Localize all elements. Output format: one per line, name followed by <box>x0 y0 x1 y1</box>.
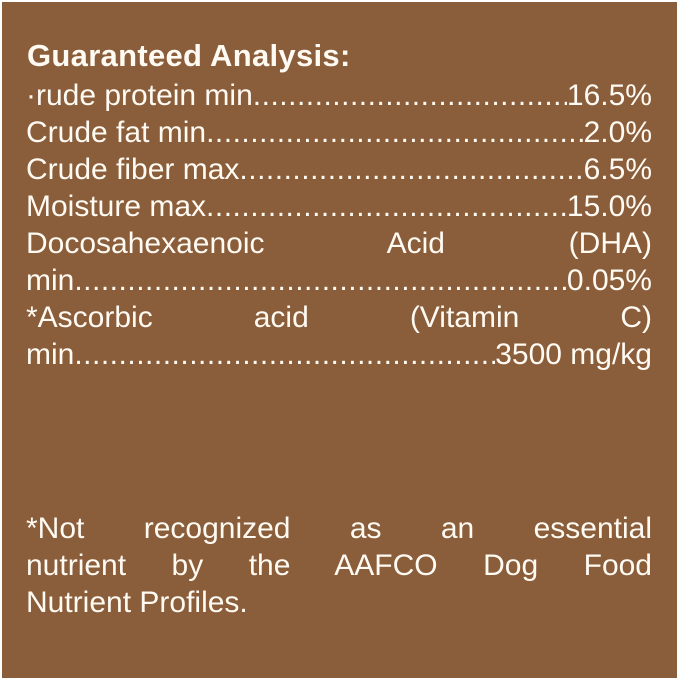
row-label: ·rude protein min <box>26 79 253 112</box>
row-label: Crude fat min <box>26 116 207 149</box>
dot-leader: ........................................… <box>239 153 584 186</box>
analysis-row: min.....................................… <box>26 336 652 373</box>
analysis-row: Crude fat min...........................… <box>26 114 652 151</box>
dot-leader: ........................................… <box>252 79 567 112</box>
analysis-row: Moisture max............................… <box>26 188 652 225</box>
analysis-row: Crude fiber max.........................… <box>26 151 652 188</box>
dha-label: Docosahexaenoic Acid (DHA) <box>26 227 652 260</box>
footnote: *Not recognized as an essential nutrient… <box>26 510 652 621</box>
row-value: 0.05% <box>566 264 652 297</box>
dot-leader: ........................................… <box>206 116 584 149</box>
dot-leader: ........................................… <box>74 264 567 297</box>
analysis-row: min.....................................… <box>26 262 652 299</box>
row-value: 6.5% <box>583 153 652 186</box>
analysis-row: ·rude protein min.......................… <box>26 77 652 114</box>
row-value: 16.5% <box>566 79 652 112</box>
footnote-line: Nutrient Profiles. <box>26 586 248 619</box>
analysis-list: ·rude protein min.......................… <box>26 77 652 373</box>
row-value: 2.0% <box>583 116 652 149</box>
footnote-line: *Not recognized as an essential <box>26 512 652 545</box>
row-label: Moisture max <box>26 190 207 223</box>
row-value: 15.0% <box>566 190 652 223</box>
row-label: min <box>26 338 75 371</box>
row-label: Crude fiber max <box>26 153 240 186</box>
heading: Guaranteed Analysis: <box>27 38 351 73</box>
vitamin-c-label: *Ascorbic acid (Vitamin C) <box>26 301 652 334</box>
row-value: 3500 mg/kg <box>495 338 652 371</box>
dot-leader: ........................................… <box>74 338 495 371</box>
row-label: min <box>26 264 75 297</box>
dot-leader: ........................................… <box>206 190 567 223</box>
footnote-line: nutrient by the AAFCO Dog Food <box>26 549 652 582</box>
